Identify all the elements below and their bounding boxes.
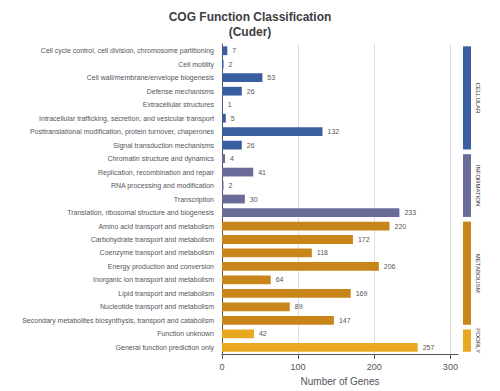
- svg-text:132: 132: [327, 128, 339, 135]
- svg-text:CELLULAR: CELLULAR: [475, 82, 481, 114]
- svg-text:300: 300: [443, 362, 458, 372]
- svg-text:Cell motility: Cell motility: [178, 61, 214, 69]
- svg-text:Carbohydrate transport and met: Carbohydrate transport and metabolism: [91, 236, 215, 244]
- svg-text:Energy production and conversi: Energy production and conversion: [108, 263, 214, 271]
- svg-text:118: 118: [317, 249, 328, 256]
- svg-text:Transcription: Transcription: [174, 196, 214, 204]
- svg-text:RNA processing and modificatio: RNA processing and modification: [111, 182, 214, 190]
- svg-text:INFORMATION: INFORMATION: [475, 165, 481, 207]
- svg-text:Lipid transport and metabolism: Lipid transport and metabolism: [118, 290, 214, 298]
- svg-text:Cell wall/membrane/envelope bi: Cell wall/membrane/envelope biogenesis: [87, 74, 215, 82]
- svg-text:General function prediction on: General function prediction only: [116, 344, 215, 352]
- svg-text:257: 257: [423, 344, 435, 351]
- svg-text:100: 100: [291, 362, 306, 372]
- svg-text:42: 42: [259, 330, 267, 337]
- svg-text:2: 2: [229, 61, 233, 68]
- svg-text:Inorganic ion transport and me: Inorganic ion transport and metabolism: [93, 276, 214, 284]
- svg-text:COG Function Classification: COG Function Classification: [169, 10, 332, 24]
- svg-text:41: 41: [258, 169, 266, 176]
- svg-text:89: 89: [295, 303, 303, 310]
- svg-text:169: 169: [356, 290, 368, 297]
- svg-text:Cell cycle control, cell divis: Cell cycle control, cell division, chrom…: [41, 47, 214, 55]
- svg-text:Chromatin structure and dynami: Chromatin structure and dynamics: [107, 155, 214, 163]
- svg-text:5: 5: [231, 115, 235, 122]
- svg-text:147: 147: [339, 317, 351, 324]
- svg-text:Amino acid transport and metab: Amino acid transport and metabolism: [98, 223, 214, 231]
- svg-text:200: 200: [367, 362, 382, 372]
- svg-text:Coenzyme transport and metabol: Coenzyme transport and metabolism: [100, 249, 215, 257]
- svg-text:Posttranslational modification: Posttranslational modification, protein …: [30, 128, 215, 136]
- svg-text:Number of Genes: Number of Genes: [301, 376, 380, 387]
- svg-text:233: 233: [404, 209, 416, 216]
- svg-text:Signal transduction mechanisms: Signal transduction mechanisms: [113, 142, 214, 150]
- svg-text:Replication, recombination and: Replication, recombination and repair: [98, 169, 215, 177]
- svg-text:26: 26: [247, 142, 255, 149]
- svg-text:Intracellular trafficking, sec: Intracellular trafficking, secretion, an…: [39, 115, 214, 123]
- svg-text:Nucleotide transport and metab: Nucleotide transport and metabolism: [100, 303, 214, 311]
- svg-text:53: 53: [267, 74, 275, 81]
- svg-text:206: 206: [384, 263, 396, 270]
- svg-text:64: 64: [276, 276, 284, 283]
- svg-text:Function unknown: Function unknown: [157, 330, 214, 337]
- svg-text:4: 4: [230, 155, 234, 162]
- svg-text:POORLY: POORLY: [475, 328, 481, 353]
- svg-text:0: 0: [219, 362, 224, 372]
- svg-text:(Cuder): (Cuder): [229, 25, 272, 39]
- svg-text:26: 26: [247, 88, 255, 95]
- svg-text:2: 2: [229, 182, 233, 189]
- svg-text:METABOLISM: METABOLISM: [475, 254, 481, 293]
- svg-text:Defense mechanisms: Defense mechanisms: [147, 88, 215, 95]
- svg-text:Secondary metabolites biosynth: Secondary metabolites biosynthysis, tran…: [22, 317, 214, 325]
- svg-text:Translation, ribosomal structu: Translation, ribosomal structure and bio…: [67, 209, 214, 217]
- svg-text:Extracellular structures: Extracellular structures: [143, 101, 215, 108]
- svg-text:220: 220: [394, 223, 406, 230]
- svg-text:1: 1: [228, 101, 232, 108]
- svg-text:172: 172: [358, 236, 370, 243]
- svg-text:7: 7: [232, 47, 236, 54]
- svg-text:30: 30: [250, 196, 258, 203]
